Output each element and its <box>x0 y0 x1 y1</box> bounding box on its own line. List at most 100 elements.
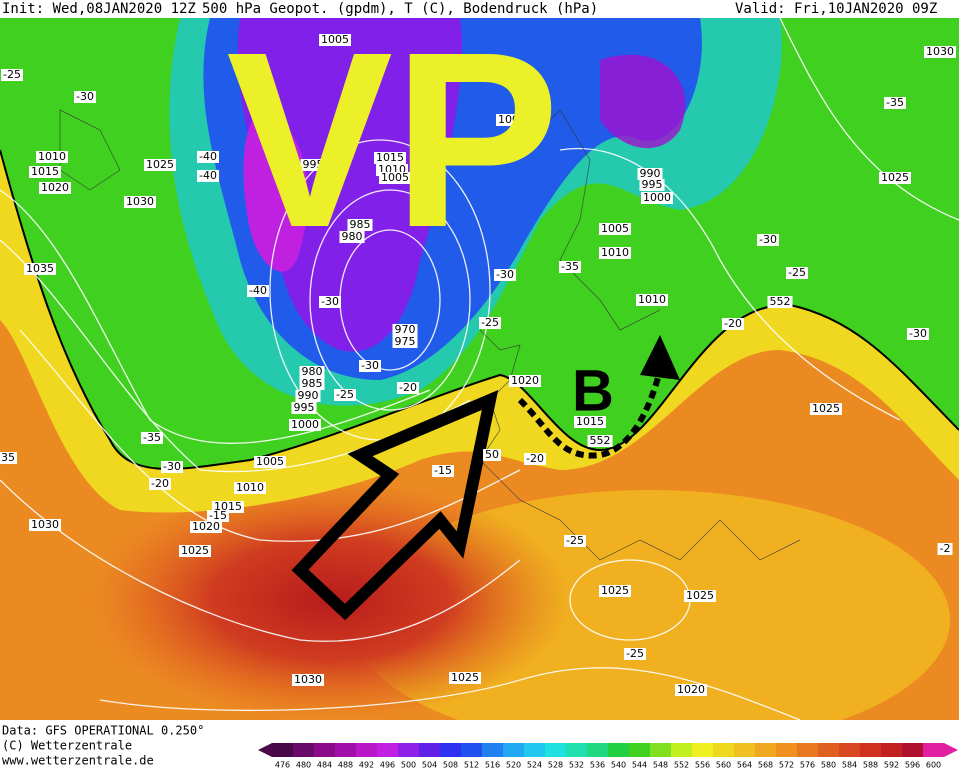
isoline-label: 995 <box>294 401 315 414</box>
isoline-label: 1025 <box>601 584 629 597</box>
colorbar-cell <box>566 743 588 757</box>
isoline-label: 1030 <box>926 45 954 58</box>
isoline-label: 35 <box>1 451 15 464</box>
isoline-label: -25 <box>481 316 499 329</box>
label-bg <box>234 482 266 494</box>
website: www.wetterzentrale.de <box>2 754 154 768</box>
isoline-label: 1020 <box>511 374 539 387</box>
isoline-label: 1025 <box>881 171 909 184</box>
colorbar-label: 552 <box>674 761 689 770</box>
valid-time: Valid: Fri,10JAN2020 09Z <box>735 1 937 17</box>
label-bg <box>757 234 779 246</box>
label-bg <box>319 296 341 308</box>
label-bg <box>347 219 373 231</box>
colorbar-label: 536 <box>590 761 605 770</box>
colorbar-label: 528 <box>548 761 563 770</box>
label-bg <box>36 151 68 163</box>
isoline-label: 1005 <box>381 171 409 184</box>
isoline-label: 552 <box>590 434 611 447</box>
isoline-label: 1015 <box>214 500 242 513</box>
isoline-label: -35 <box>561 260 579 273</box>
isoline-label: -25 <box>788 266 806 279</box>
isoline-label: 1010 <box>601 246 629 259</box>
isoline-label: 1005 <box>321 33 349 46</box>
label-bg <box>599 247 631 259</box>
label-bg <box>197 170 219 182</box>
label-bg <box>641 192 673 204</box>
isoline-label: 1025 <box>146 158 174 171</box>
label-bg <box>483 449 501 461</box>
label-bg <box>524 453 546 465</box>
label-bg <box>24 263 56 275</box>
label-bg <box>624 648 646 660</box>
isoline-label: 970 <box>395 323 416 336</box>
isoline-label: -40 <box>249 284 267 297</box>
label-bg <box>190 521 222 533</box>
label-bg <box>292 674 324 686</box>
colorbar-cell <box>860 743 882 757</box>
isoline-label: 50 <box>485 448 499 461</box>
isoline-label: -20 <box>526 452 544 465</box>
isoline-label: 995 <box>642 178 663 191</box>
label-bg <box>639 179 665 191</box>
colorbar-label: 568 <box>758 761 773 770</box>
isoline-label: 1030 <box>294 673 322 686</box>
label-bg <box>1 69 23 81</box>
colorbar-cell <box>272 743 294 757</box>
isoline-label: -35 <box>423 101 441 114</box>
label-bg <box>684 590 716 602</box>
colorbar-label: 588 <box>863 761 878 770</box>
isoline-label: -25 <box>3 68 21 81</box>
label-bg <box>767 296 793 308</box>
label-bg <box>907 328 929 340</box>
colorbar-label: 580 <box>821 761 836 770</box>
init-time: Init: Wed,08JAN2020 12Z <box>2 1 196 17</box>
label-bg <box>884 97 906 109</box>
colorbar-label: 572 <box>779 761 794 770</box>
colorbar-cell <box>608 743 630 757</box>
label-bg <box>359 360 381 372</box>
colorbar-end <box>258 743 272 757</box>
isoline-label: -2 <box>940 542 951 555</box>
label-bg <box>74 91 96 103</box>
label-bg <box>810 403 842 415</box>
colorbar-label: 600 <box>926 761 941 770</box>
isoline-label: 1035 <box>26 262 54 275</box>
wind-arrow <box>291 390 499 621</box>
colorbar-cell <box>356 743 378 757</box>
isoline-label: -30 <box>909 327 927 340</box>
label-bg <box>559 261 581 273</box>
label-bg <box>879 172 911 184</box>
colorbar-cell <box>335 743 357 757</box>
isoline-label: 990 <box>298 389 319 402</box>
label-bg <box>574 416 606 428</box>
label-bg <box>496 114 528 126</box>
colorbar-label: 540 <box>611 761 626 770</box>
colorbar-label: 516 <box>485 761 500 770</box>
header-bar <box>0 0 959 18</box>
label-bg <box>291 402 317 414</box>
label-bg <box>247 285 269 297</box>
colorbar-label: 476 <box>275 761 290 770</box>
colorbar-cell <box>839 743 861 757</box>
label-bg <box>319 34 351 46</box>
label-bg <box>207 510 229 522</box>
isoline-label: 1000 <box>498 113 526 126</box>
label-bg <box>421 102 443 114</box>
label-bg <box>197 151 219 163</box>
b-label: B <box>572 358 614 423</box>
colorbar-cell <box>692 743 714 757</box>
isoline-label: 1000 <box>643 191 671 204</box>
label-bg <box>392 324 418 336</box>
label-bg <box>179 545 211 557</box>
colorbar-label: 548 <box>653 761 668 770</box>
colorbar-end <box>944 743 958 757</box>
isoline-label: -15 <box>434 464 452 477</box>
isoline-label: -15 <box>209 509 227 522</box>
label-bg <box>587 435 613 447</box>
colorbar-cell <box>881 743 903 757</box>
isoline-label: 980 <box>302 365 323 378</box>
label-bg <box>599 223 631 235</box>
label-bg <box>599 585 631 597</box>
colorbar-cell <box>713 743 735 757</box>
